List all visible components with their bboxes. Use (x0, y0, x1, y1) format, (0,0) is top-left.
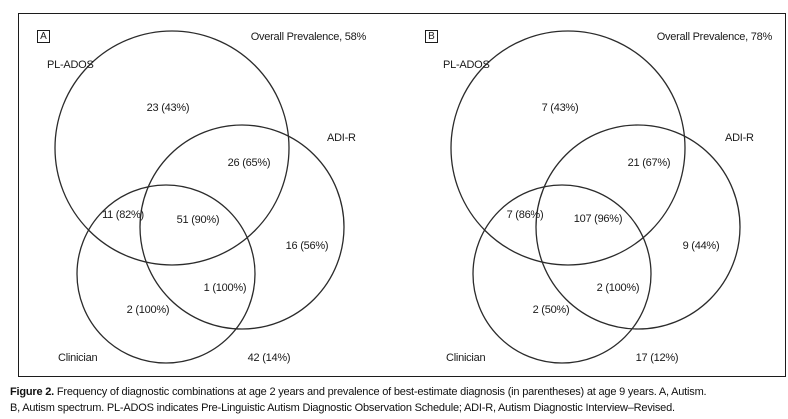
venn-circle-clinician-a (76, 184, 256, 364)
set-label-clinician-b: Clinician (446, 352, 486, 364)
region-clin-only-b: 2 (50%) (532, 304, 570, 316)
caption-figure-number: Figure 2. (10, 386, 55, 398)
venn-circle-clinician-b (472, 184, 652, 364)
region-pl-adi-a: 26 (65%) (227, 157, 271, 169)
region-clin-only-a: 2 (100%) (126, 304, 170, 316)
region-adi-only-b: 9 (44%) (682, 240, 720, 252)
venn-circle-pl-ados-b (450, 30, 686, 266)
set-label-clinician-a: Clinician (58, 352, 98, 364)
region-adi-clin-a: 1 (100%) (203, 282, 247, 294)
caption-line-1: Figure 2. Frequency of diagnostic combin… (10, 384, 788, 400)
venn-circle-pl-ados-a (54, 30, 290, 266)
overall-prevalence-a: Overall Prevalence, 58% (250, 31, 367, 43)
region-outside-a: 42 (14%) (247, 352, 291, 364)
set-label-adi-r-a: ADI-R (327, 132, 356, 144)
region-all-three-b: 107 (96%) (573, 213, 623, 225)
venn-circle-adi-r-b (535, 124, 741, 330)
set-label-pl-ados-a: PL-ADOS (47, 59, 94, 71)
region-pl-only-b: 7 (43%) (541, 102, 579, 114)
panel-b-label-box: B (425, 30, 438, 43)
caption-line-2: B, Autism spectrum. PL-ADOS indicates Pr… (10, 402, 675, 414)
region-pl-adi-b: 21 (67%) (627, 157, 671, 169)
panel-a-label-box: A (37, 30, 50, 43)
set-label-pl-ados-b: PL-ADOS (443, 59, 490, 71)
region-adi-clin-b: 2 (100%) (596, 282, 640, 294)
region-pl-clin-a: 11 (82%) (102, 209, 144, 221)
overall-prevalence-b: Overall Prevalence, 78% (656, 31, 773, 43)
figure-caption: Figure 2. Frequency of diagnostic combin… (10, 384, 788, 416)
caption-line-1-text: Frequency of diagnostic combinations at … (54, 386, 707, 398)
region-outside-b: 17 (12%) (635, 352, 679, 364)
figure-frame (18, 13, 786, 377)
region-all-three-a: 51 (90%) (176, 214, 220, 226)
region-pl-only-a: 23 (43%) (146, 102, 190, 114)
venn-circle-adi-r-a (139, 124, 345, 330)
region-pl-clin-b: 7 (86%) (506, 209, 544, 221)
set-label-adi-r-b: ADI-R (725, 132, 754, 144)
region-adi-only-a: 16 (56%) (285, 240, 329, 252)
